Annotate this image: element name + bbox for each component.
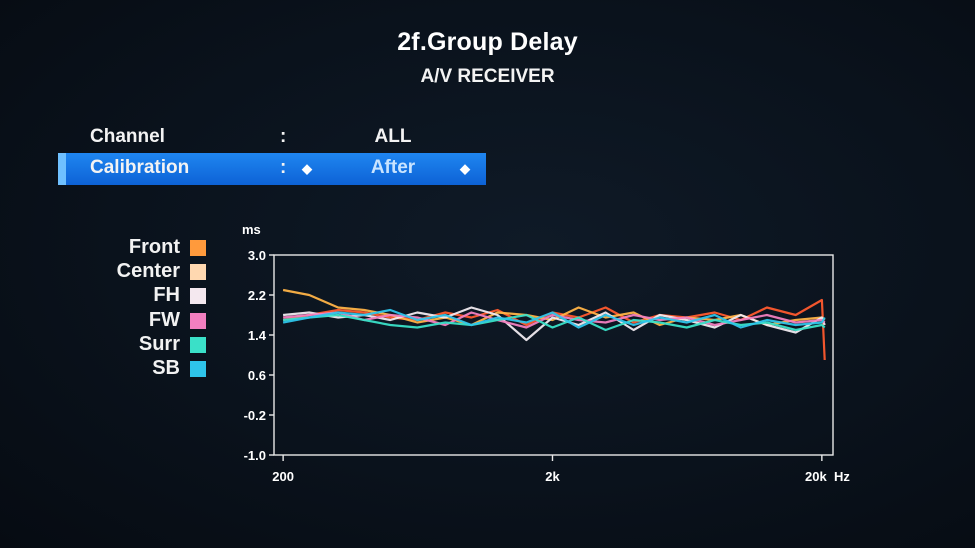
y-tick-label: 0.6 [248, 368, 266, 383]
device-subtitle: A/V RECEIVER [420, 66, 555, 87]
legend-swatch [190, 312, 206, 329]
series-line-front [282, 298, 826, 361]
plot-frame [273, 254, 834, 456]
chevron-right-icon[interactable]: ◆ [460, 161, 470, 176]
chevron-left-icon[interactable]: ◆ [302, 161, 312, 176]
y-tick-label: -1.0 [244, 448, 266, 463]
calibration-value: After [370, 157, 416, 178]
legend-swatch [190, 360, 206, 377]
legend-item-center: Center [96, 260, 216, 284]
series-line-sb [282, 308, 826, 329]
y-tick-label: 3.0 [248, 248, 266, 263]
screen-title: 2f.Group Delay [397, 28, 578, 56]
channel-value: ALL [374, 126, 412, 147]
legend-item-sb: SB [96, 357, 216, 381]
y-tick-label: 2.2 [248, 288, 266, 303]
x-axis-unit-label: Hz [834, 469, 850, 484]
y-tick-label: -0.2 [244, 408, 266, 423]
channel-setting[interactable]: Channel : ALL [58, 122, 486, 154]
calibration-colon: : [280, 157, 287, 178]
y-axis-unit-label: ms [242, 222, 261, 237]
calibration-setting[interactable]: Calibration : ◆ After ◆ [58, 153, 486, 185]
legend-item-fh: FH [96, 284, 216, 308]
legend-label: Surr [138, 332, 180, 355]
legend-item-front: Front [96, 236, 216, 260]
x-tick-label: 2k [545, 469, 560, 484]
legend-label: Front [128, 236, 180, 258]
x-tick-label: 20k [805, 469, 827, 484]
channel-label: Channel [90, 126, 165, 147]
legend-swatch [190, 288, 206, 305]
series-line-fw [282, 311, 826, 329]
legend-label: SB [152, 356, 180, 379]
legend-swatch [190, 336, 206, 353]
legend-swatch [190, 240, 206, 256]
legend-item-fw: FW [96, 309, 216, 333]
chart-legend: Front Center FH FW Surr SB [96, 236, 216, 381]
legend-label: FW [148, 308, 180, 331]
legend-item-surr: Surr [96, 333, 216, 357]
channel-colon: : [280, 126, 287, 147]
legend-label: FH [153, 284, 180, 307]
y-tick-label: 1.4 [248, 328, 267, 343]
legend-label: Center [116, 260, 180, 283]
calibration-label: Calibration [90, 157, 190, 178]
legend-swatch [190, 264, 206, 281]
x-tick-label: 200 [272, 469, 294, 484]
